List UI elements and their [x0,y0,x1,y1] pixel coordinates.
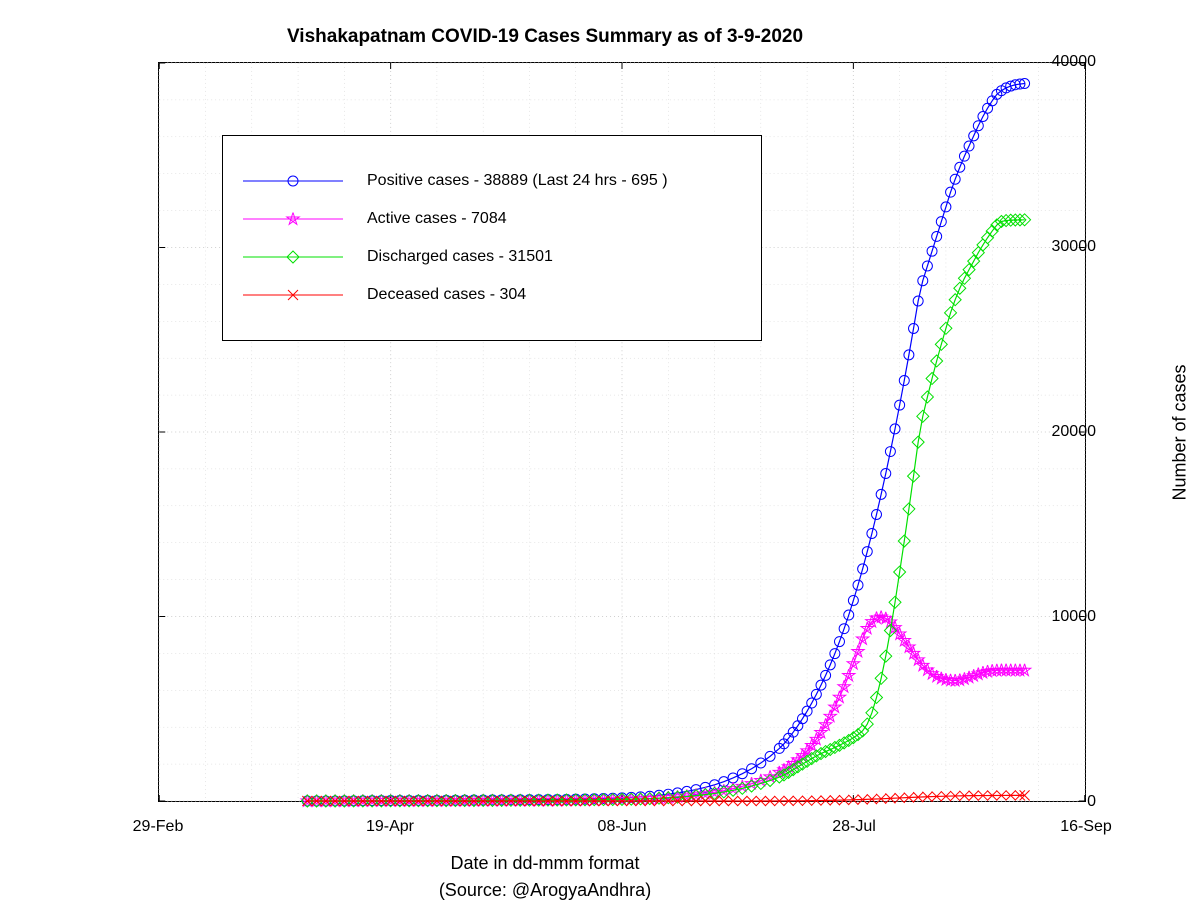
legend-swatch [243,246,343,268]
ytick-label: 20000 [1052,423,1097,441]
legend-label: Discharged cases - 31501 [367,248,553,266]
xtick-label: 29-Feb [133,818,184,836]
xtick-label: 19-Apr [366,818,414,836]
legend-swatch [243,170,343,192]
legend-swatch [243,208,343,230]
legend: Positive cases - 38889 (Last 24 hrs - 69… [222,135,762,341]
legend-swatch [243,284,343,306]
y-axis-label: Number of cases [1168,62,1192,802]
series-deceased [302,790,1029,806]
legend-label: Active cases - 7084 [367,210,507,228]
ytick-label: 30000 [1052,238,1097,256]
chart-title: Vishakapatnam COVID-19 Cases Summary as … [0,26,1090,48]
ytick-label: 10000 [1052,608,1097,626]
legend-label: Deceased cases - 304 [367,286,526,304]
ytick-label: 40000 [1052,53,1097,71]
chart-container: Vishakapatnam COVID-19 Cases Summary as … [0,0,1200,900]
xtick-label: 28-Jul [832,818,876,836]
legend-label: Positive cases - 38889 (Last 24 hrs - 69… [367,172,668,190]
xtick-label: 08-Jun [598,818,647,836]
series-active [301,611,1031,807]
xtick-label: 16-Sep [1060,818,1112,836]
ytick-label: 0 [1087,793,1096,811]
legend-row-positive: Positive cases - 38889 (Last 24 hrs - 69… [243,170,741,192]
legend-row-deceased: Deceased cases - 304 [243,284,741,306]
x-axis-label: Date in dd-mmm format (Source: @ArogyaAn… [0,850,1090,904]
legend-row-active: Active cases - 7084 [243,208,741,230]
legend-row-discharged: Discharged cases - 31501 [243,246,741,268]
